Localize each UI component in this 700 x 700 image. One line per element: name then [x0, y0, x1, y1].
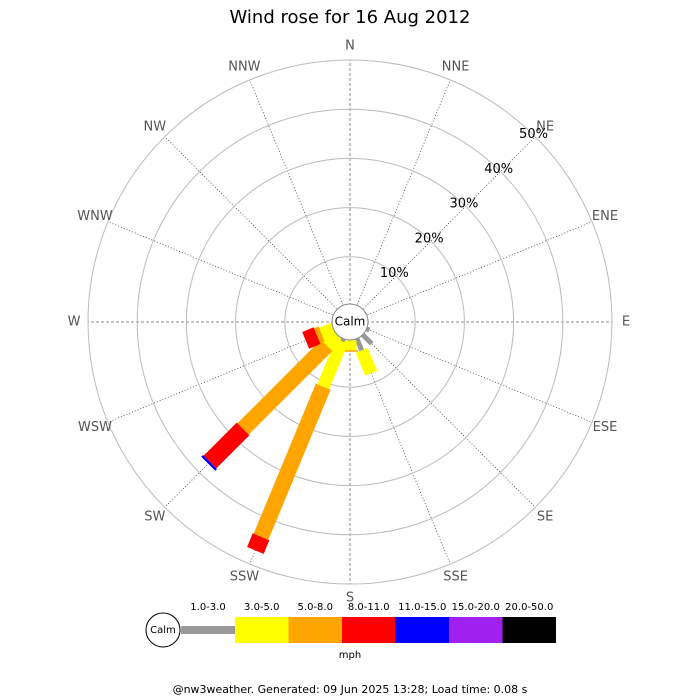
- bar-segment: [355, 347, 378, 376]
- bar-segment: [353, 335, 365, 352]
- direction-label: NW: [144, 119, 167, 134]
- direction-label: NE: [536, 119, 554, 134]
- direction-label: NNE: [442, 60, 470, 75]
- calm-circle: [331, 303, 369, 341]
- direction-label: NNW: [228, 60, 260, 75]
- spoke: [107, 221, 336, 317]
- y-tick-label: 20%: [415, 231, 444, 246]
- legend-label: 5.0-8.0: [298, 602, 333, 613]
- spoke: [355, 79, 451, 308]
- legend-label: 1.0-3.0: [190, 602, 225, 613]
- direction-label: S: [346, 591, 354, 606]
- grid-ring: [185, 157, 515, 487]
- grid-ring: [284, 256, 416, 388]
- y-tick-label: 30%: [449, 197, 478, 212]
- legend-swatch: [342, 617, 396, 643]
- spoke: [361, 333, 536, 508]
- direction-label: ESE: [593, 420, 618, 435]
- direction-label: SSE: [443, 569, 468, 584]
- bar-segment: [203, 422, 250, 469]
- calm-label: Calm: [335, 315, 366, 329]
- bar-segment: [343, 340, 357, 351]
- legend-label: 20.0-50.0: [505, 602, 553, 613]
- chart-title: Wind rose for 16 Aug 2012: [230, 7, 471, 28]
- direction-label: SSW: [230, 569, 260, 584]
- grid-ring: [136, 108, 564, 536]
- spoke: [249, 79, 345, 308]
- bar-segment: [247, 533, 270, 554]
- y-tick-label: 10%: [380, 266, 409, 281]
- legend-swatch: [181, 626, 235, 634]
- spoke: [364, 327, 593, 423]
- bar-segment: [317, 338, 348, 390]
- legend-unit: mph: [339, 650, 361, 661]
- legend-label: 11.0-15.0: [398, 602, 446, 613]
- spoke: [361, 136, 536, 311]
- bar-segment: [342, 350, 358, 352]
- y-tick-label: 40%: [484, 162, 513, 177]
- legend-label: 15.0-20.0: [452, 602, 500, 613]
- direction-label: N: [345, 39, 355, 54]
- y-tick-label: 50%: [519, 127, 548, 142]
- direction-label: WSW: [78, 420, 112, 435]
- grid-ring: [87, 59, 613, 585]
- direction-label: WNW: [77, 209, 113, 224]
- legend-swatch: [235, 617, 289, 643]
- bar-segment: [321, 330, 342, 351]
- footer: @nw3weather. Generated: 09 Jun 2025 13:2…: [173, 683, 528, 696]
- legend-swatch: [288, 617, 342, 643]
- direction-label: SE: [537, 510, 553, 525]
- legend-swatch: [449, 617, 503, 643]
- direction-label: W: [68, 315, 81, 330]
- bar-segment: [253, 383, 331, 540]
- legend-swatch: [502, 617, 556, 643]
- bar-segment: [314, 326, 325, 343]
- spoke: [355, 336, 451, 565]
- bar-segment: [302, 327, 321, 349]
- legend-label: 3.0-5.0: [244, 602, 279, 613]
- spoke: [364, 221, 593, 317]
- spoke: [164, 136, 339, 311]
- legend-calm-circle: [145, 612, 181, 648]
- grid-ring: [235, 207, 465, 437]
- legend-calm-label: Calm: [150, 625, 176, 636]
- direction-label: ENE: [592, 209, 618, 224]
- direction-label: SW: [144, 510, 165, 525]
- spoke: [164, 333, 339, 508]
- legend-label: 8.0-11.0: [348, 602, 390, 613]
- bar-segment: [237, 339, 333, 435]
- spoke: [107, 327, 336, 423]
- bar-segment: [201, 455, 217, 471]
- legend-swatch: [395, 617, 449, 643]
- direction-label: E: [622, 315, 630, 330]
